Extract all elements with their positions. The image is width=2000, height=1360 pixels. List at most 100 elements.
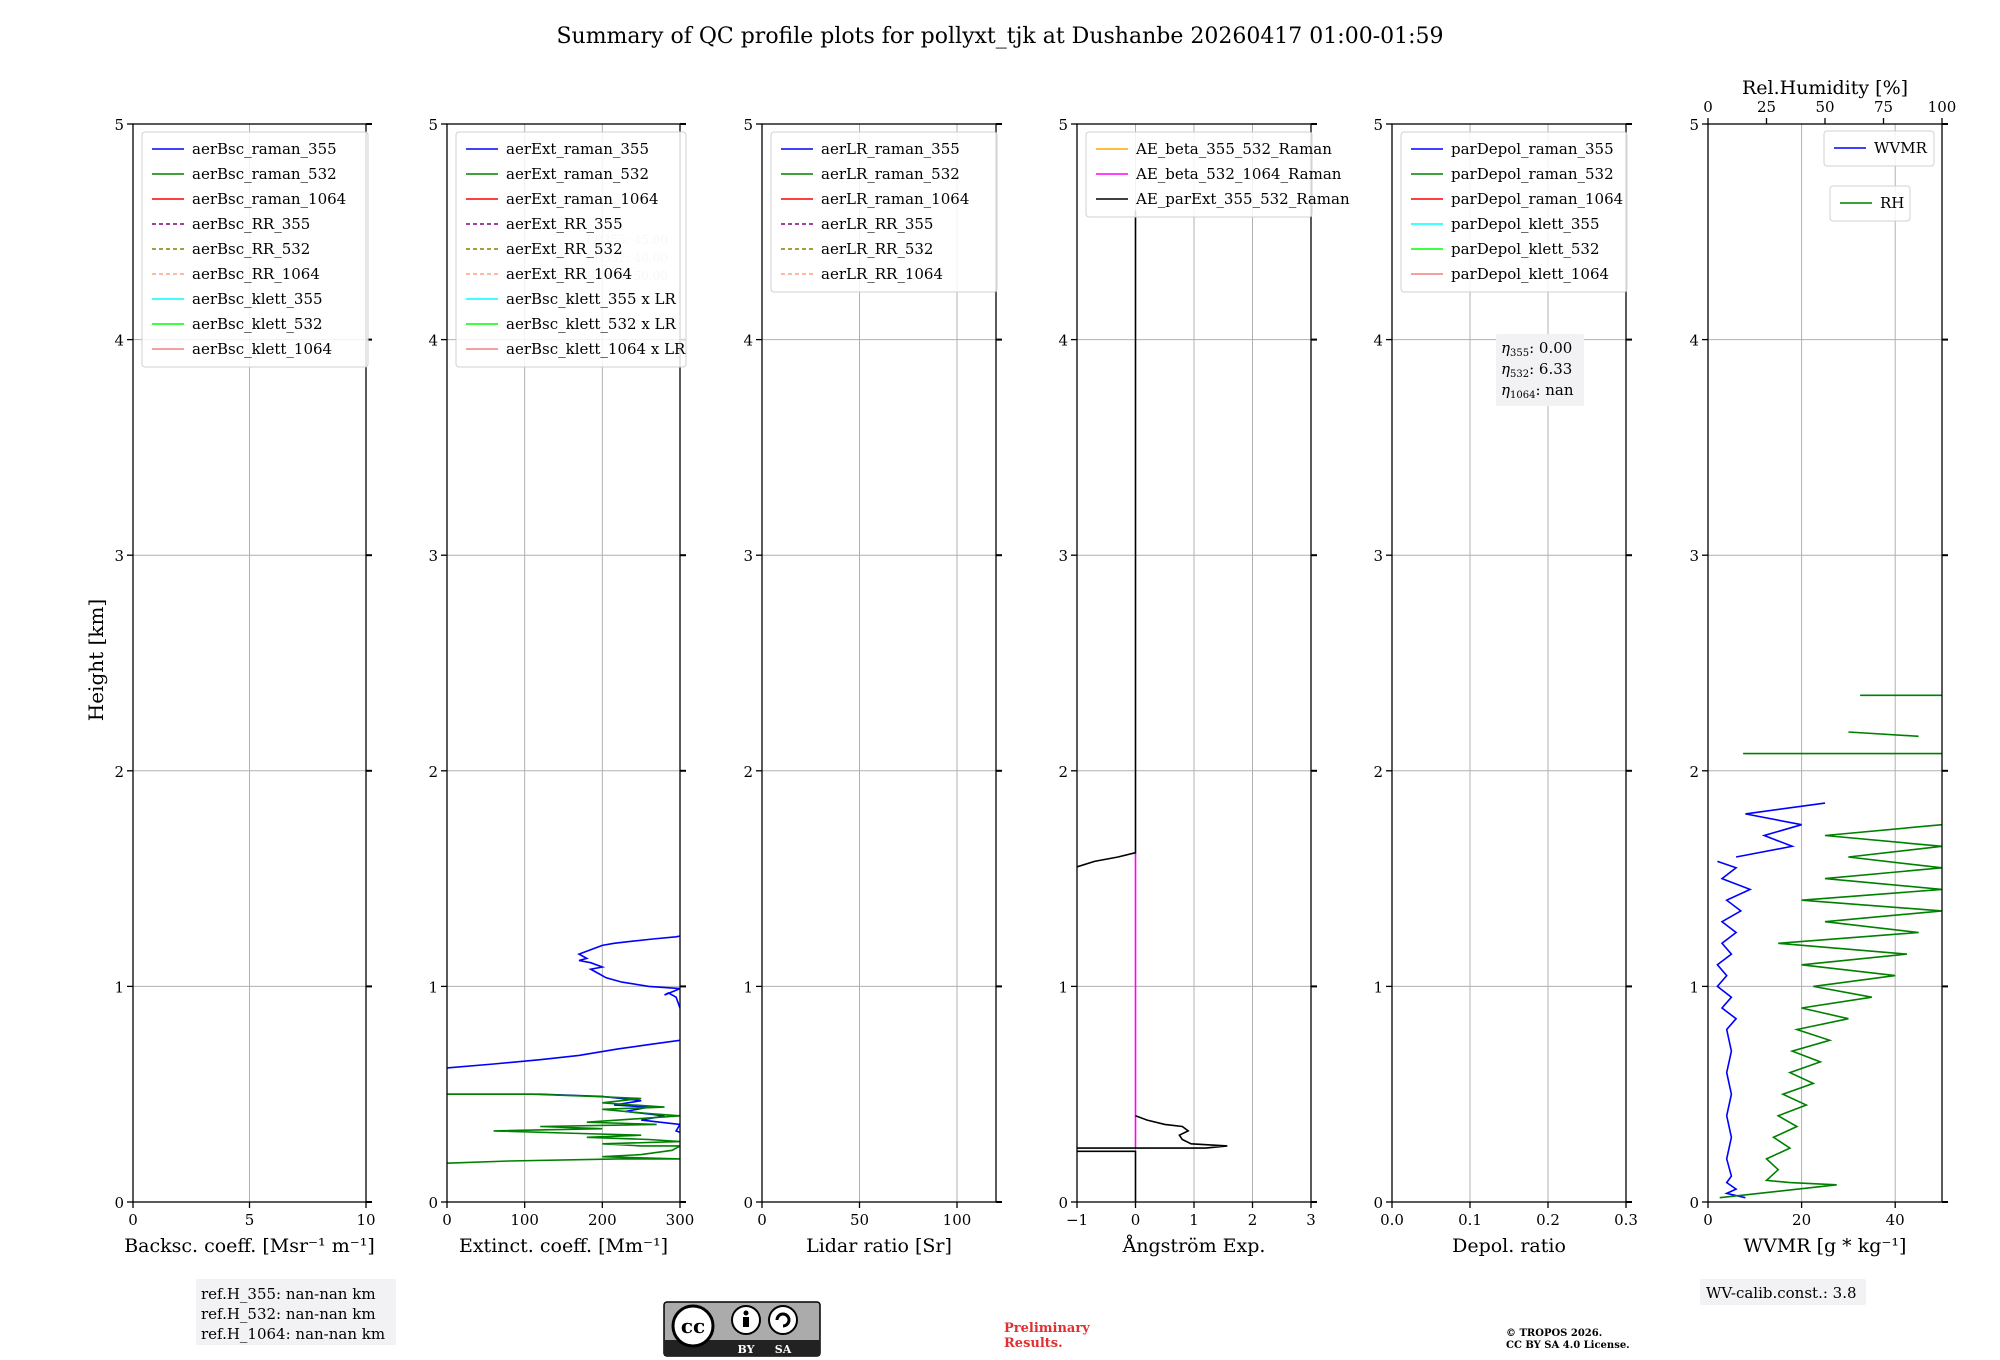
y-tick-label: 5 — [1373, 116, 1383, 134]
y-tick-label: 3 — [743, 547, 753, 565]
legend: aerExt_raman_355 aerExt_raman_532 aerExt_r… — [455, 131, 687, 368]
wv-calib-text: WV-calib.const.: 3.8 — [1706, 1284, 1857, 1302]
series-AE_parExt_355_532_Raman_base — [1077, 1150, 1137, 1202]
copyright-line-1: © TROPOS 2026. — [1506, 1328, 1602, 1339]
y-tick-label: 5 — [1058, 116, 1068, 134]
legend-label: aerExt_raman_355 — [506, 140, 649, 158]
legend-label: aerBsc_raman_355 — [192, 140, 337, 158]
legend-label: aerExt_RR_532 — [506, 240, 623, 258]
refh-line-1064: ref.H_1064: nan-nan km — [201, 1325, 385, 1343]
legend-label: AE_beta_532_1064_Raman — [1135, 165, 1342, 183]
sa-label: SA — [775, 1343, 792, 1356]
x-tick-label: −1 — [1066, 1211, 1088, 1229]
y-tick-label: 2 — [1689, 763, 1699, 781]
x-tick-label: 100 — [943, 1211, 972, 1229]
y-tick-label: 1 — [1373, 978, 1383, 996]
y-tick-label: 5 — [743, 116, 753, 134]
legend-label: aerBsc_RR_1064 — [192, 265, 320, 283]
legend-label: parDepol_klett_1064 — [1451, 265, 1609, 283]
x-tick-label: 0.1 — [1458, 1211, 1482, 1229]
x-tick-label: 20 — [1792, 1211, 1811, 1229]
x-tick-label: 2 — [1248, 1211, 1258, 1229]
refh-line-532: ref.H_532: nan-nan km — [201, 1305, 376, 1323]
legend-label: aerBsc_klett_532 x LR — [506, 315, 677, 333]
series-AE_parExt_355_532_Raman — [1077, 210, 1137, 868]
legend-label: aerLR_raman_1064 — [821, 190, 969, 208]
y-tick-label: 1 — [428, 978, 438, 996]
legend-label: parDepol_klett_532 — [1451, 240, 1600, 258]
x-tick-label: 0.3 — [1614, 1211, 1638, 1229]
series-RH_upper2 — [1848, 731, 1919, 738]
copyright-line-2: CC BY SA 4.0 License. — [1506, 1340, 1630, 1351]
x-tick-label: 100 — [510, 1211, 539, 1229]
x-axis-label: Ångström Exp. — [1122, 1235, 1266, 1257]
legend-label: aerExt_raman_1064 — [506, 190, 659, 208]
y-tick-label: 1 — [114, 978, 124, 996]
y-tick-label: 3 — [428, 547, 438, 565]
series-WVMR_upper — [1735, 802, 1826, 858]
legend-label: parDepol_raman_355 — [1451, 140, 1614, 158]
legend-label: aerBsc_klett_1064 — [192, 340, 332, 358]
series-aerExt_raman_532 — [447, 1093, 680, 1164]
x-tick-label: 0 — [442, 1211, 452, 1229]
panel-depol: 0 1 2 3 4 5 0.0 0.1 0.2 0.3 Depol. ratio parDepol_r… — [1373, 116, 1637, 1257]
y-tick-label: 4 — [743, 332, 753, 350]
top-tick-label: 50 — [1815, 98, 1834, 116]
cc-icon — [671, 1304, 715, 1348]
y-tick-label: 3 — [114, 547, 124, 565]
y-tick-label: 4 — [114, 332, 124, 350]
y-tick-label: 4 — [1058, 332, 1068, 350]
x-axis-label: WVMR [g * kg⁻¹] — [1744, 1235, 1907, 1257]
x-tick-label: 3 — [1306, 1211, 1316, 1229]
y-tick-label: 2 — [743, 763, 753, 781]
y-tick-label: 0 — [1058, 1194, 1068, 1212]
figure-title: Summary of QC profile plots for pollyxt_… — [556, 24, 1443, 49]
series-WVMR — [1716, 860, 1753, 1199]
wv-calib-box: WV-calib.const.: 3.8 — [1700, 1279, 1866, 1305]
x-tick-label: 0.0 — [1380, 1211, 1404, 1229]
legend-label: aerBsc_RR_532 — [192, 240, 310, 258]
cc-license-badge: cc BY SA — [663, 1301, 821, 1357]
panel-backscatter: 0 1 2 3 4 5 0 5 10 Backsc. coeff. [Msr⁻¹ m⁻¹] aerB… — [114, 116, 375, 1257]
legend-label: WVMR — [1874, 139, 1928, 157]
data-lines — [1716, 694, 1942, 1199]
y-tick-label: 5 — [428, 116, 438, 134]
legend-label: aerLR_RR_355 — [821, 215, 933, 233]
axes-frame — [1391, 123, 1627, 1203]
legend-label: aerExt_RR_355 — [506, 215, 623, 233]
y-tick-label: 5 — [114, 116, 124, 134]
by-label: BY — [738, 1343, 755, 1356]
legend-label: aerLR_RR_1064 — [821, 265, 943, 283]
x-tick-label: 300 — [666, 1211, 695, 1229]
y-axis-label: Height [km] — [84, 599, 108, 721]
legend-label: aerExt_raman_532 — [506, 165, 649, 183]
legend-label: AE_beta_355_532_Raman — [1135, 140, 1332, 158]
top-tick-label: 25 — [1757, 98, 1776, 116]
x-tick-label: 1 — [1189, 1211, 1199, 1229]
legend-label: aerBsc_klett_355 — [192, 290, 323, 308]
top-tick-label: 0 — [1703, 98, 1713, 116]
x-axis-label: Extinct. coeff. [Mm⁻¹] — [459, 1235, 668, 1257]
data-lines — [1077, 210, 1228, 1202]
top-axis-label: Rel.Humidity [%] — [1742, 77, 1908, 99]
x-tick-label: 50 — [850, 1211, 869, 1229]
eta-line: η355: 0.00 — [1501, 339, 1572, 359]
y-tick-label: 3 — [1058, 547, 1068, 565]
legend-label: aerLR_raman_355 — [821, 140, 960, 158]
y-tick-label: 0 — [114, 1194, 124, 1212]
y-tick-label: 3 — [1373, 547, 1383, 565]
x-tick-label: 0 — [128, 1211, 138, 1229]
y-tick-label: 2 — [1373, 763, 1383, 781]
top-tick-label: 75 — [1874, 98, 1893, 116]
y-tick-label: 2 — [1058, 763, 1068, 781]
y-tick-label: 4 — [1373, 332, 1383, 350]
top-tick-label: 100 — [1928, 98, 1957, 116]
x-tick-label: 0 — [757, 1211, 767, 1229]
legend: AE_beta_355_532_Raman AE_beta_532_1064_Ra… — [1085, 131, 1350, 218]
legend-label: aerBsc_RR_355 — [192, 215, 310, 233]
data-lines — [447, 935, 680, 1164]
y-tick-label: 2 — [428, 763, 438, 781]
sa-icon — [768, 1305, 798, 1335]
